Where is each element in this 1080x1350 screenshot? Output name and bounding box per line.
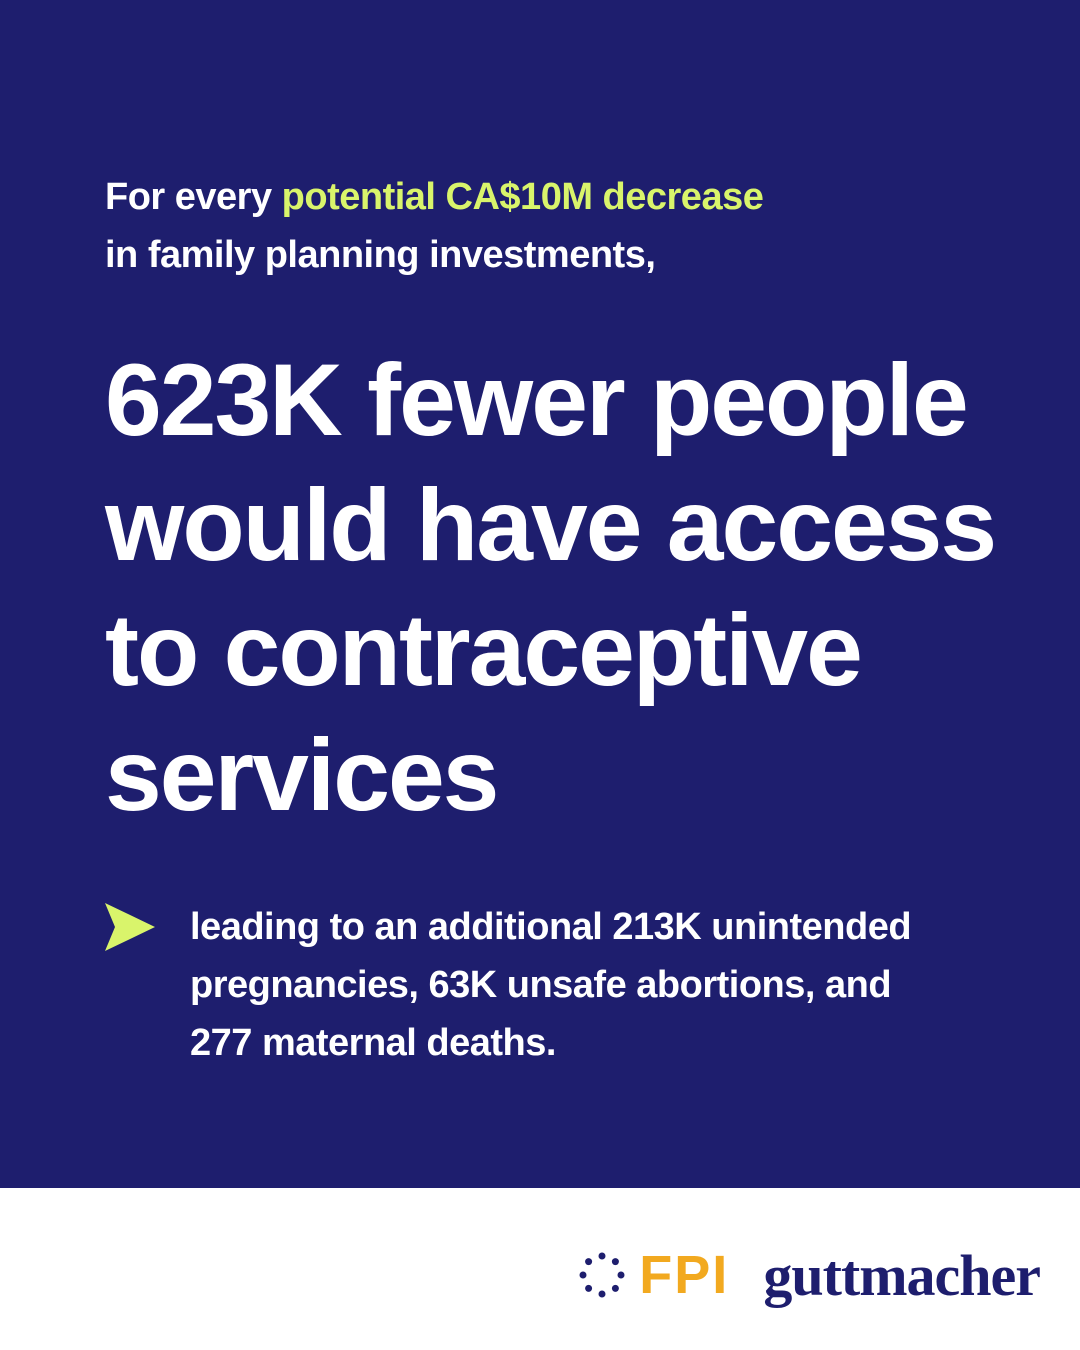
dots-circle-icon: [579, 1252, 625, 1298]
intro-text: For every potential CA$10M decrease in f…: [105, 168, 1005, 284]
headline-line-3: to contraceptive: [105, 593, 863, 707]
main-panel: For every potential CA$10M decrease in f…: [0, 0, 1080, 1188]
detail-text: leading to an additional 213K unintended…: [190, 898, 990, 1072]
detail-line-2: pregnancies, 63K unsafe abortions, and: [190, 964, 892, 1006]
guttmacher-logo: guttmacher: [763, 1242, 1041, 1308]
headline-line-4: services: [105, 718, 499, 832]
detail-line-3: 277 maternal deaths.: [190, 1022, 556, 1064]
intro-highlight: potential CA$10M decrease: [281, 176, 764, 218]
headline: 623K fewer people would have access to c…: [105, 338, 1045, 838]
headline-line-2: would have access: [105, 468, 997, 582]
intro-prefix: For every: [105, 176, 282, 218]
arrow-right-icon: [105, 903, 155, 951]
fpi-logo: FPI: [639, 1245, 730, 1305]
footer-logos: FPI guttmacher: [579, 1240, 1041, 1310]
intro-line-2: in family planning investments,: [105, 234, 656, 276]
detail-line-1: leading to an additional 213K unintended: [190, 906, 912, 948]
headline-line-1: 623K fewer people: [105, 343, 969, 457]
intro-line-1: For every potential CA$10M decrease: [105, 168, 1005, 226]
